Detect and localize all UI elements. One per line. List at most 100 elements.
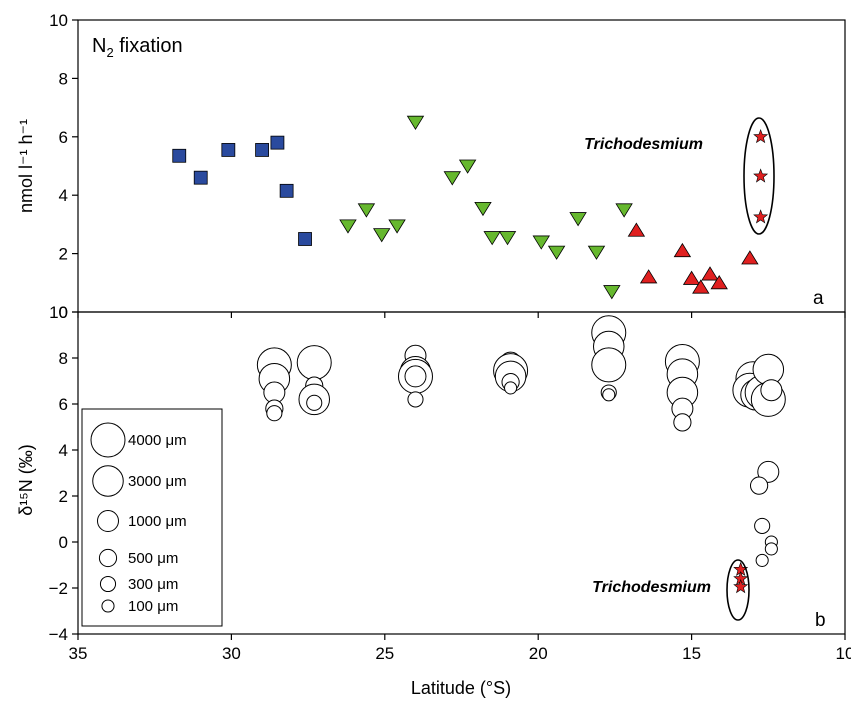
b-ytick-label: 6 [59,395,68,414]
triangle-down-marker [603,285,621,300]
size-bubble [760,379,783,402]
x-axis-label: Latitude (°S) [411,678,511,698]
b-xtick-label: 10 [836,644,851,663]
triangle-up-marker [627,222,646,237]
a-ytick-label: 0 [59,303,68,322]
square-marker [298,232,312,246]
square-marker [172,148,187,163]
square-marker [270,135,285,150]
triangle-down-marker [406,115,425,130]
legend-label: 1000 μm [128,513,187,530]
size-bubble [602,388,616,402]
triangle-up-marker [692,279,710,294]
legend-label: 500 μm [128,550,178,567]
size-bubble [764,542,778,556]
triangle-down-marker [388,219,406,234]
legend-bubble [90,422,126,458]
a-ytick-label: 4 [59,186,68,205]
size-bubble [749,476,769,495]
panel-a-ticks: 0 2 4 6 8 10 [49,11,846,322]
square-marker [221,143,236,157]
trichodesmium-ellipse-b [726,559,750,621]
b-xtick-label: 25 [375,644,394,663]
triangle-down-marker [373,228,391,243]
b-ytick-label: −4 [49,625,68,644]
triangle-up-marker [639,269,658,284]
legend-label: 100 μm [128,598,178,615]
legend-bubble [101,599,115,613]
panel-a-title-rest: fixation [114,35,183,57]
panel-a-title-sub: 2 [106,45,113,60]
b-ytick-label: 0 [59,533,68,552]
star-marker [753,128,769,144]
legend-bubble [92,465,124,497]
size-bubble [591,347,627,383]
triangle-up-marker [701,266,719,281]
b-xtick-label: 35 [69,644,88,663]
b-xtick-label: 20 [529,644,548,663]
legend-label: 300 μm [128,576,178,593]
square-marker [193,170,208,185]
a-ytick-label: 10 [49,11,68,30]
legend-bubble [99,575,117,593]
panel-b-letter: b [815,610,826,631]
size-bubble [757,460,780,483]
a-ytick-label: 2 [59,245,68,264]
triangle-up-marker [673,242,692,258]
triangle-down-marker [458,159,477,174]
size-legend: 4000 μm 3000 μm 1000 μm 500 μm 300 μm 100 μm [81,408,223,627]
b-xtick-label: 30 [222,644,241,663]
b-ytick-label: 2 [59,487,68,506]
size-bubble [673,413,692,432]
b-ytick-label: −2 [49,579,68,598]
triangle-down-marker [339,219,357,234]
triangle-down-marker [357,203,376,218]
triangle-down-marker [547,245,566,260]
panel-a-title: N2 fixation [92,35,183,60]
triangle-up-marker [710,275,728,290]
legend-label: 3000 μm [128,473,187,490]
star-marker [753,209,769,224]
triangle-up-marker [741,250,759,265]
triangle-down-marker [532,235,550,250]
panel-a-ylabel: nmol l⁻¹ h⁻¹ [16,119,36,213]
size-bubble [296,345,332,381]
a-ytick-label: 8 [59,69,68,88]
a-ytick-label: 6 [59,128,68,147]
square-marker [255,143,269,157]
panel-a-frame [77,19,846,313]
size-bubble [266,405,283,422]
triangle-down-marker [483,231,501,246]
b-xtick-label: 15 [682,644,701,663]
b-ytick-label: 10 [49,303,68,322]
panel-a-annotation: Trichodesmium [584,136,703,153]
legend-bubble [97,510,119,532]
legend-label: 4000 μm [128,432,187,449]
triangle-down-marker [443,171,462,186]
size-bubble [407,391,424,408]
panel-b-frame [77,311,846,635]
panel-a-title-main: N [92,35,106,57]
trichodesmium-ellipse-a [743,117,775,235]
triangle-down-marker [615,203,633,218]
panel-b-ylabel: δ¹⁵N (‰) [16,444,36,515]
legend-bubble [98,548,118,568]
triangle-down-marker [587,245,606,260]
star-marker [753,168,769,183]
panel-b-points [256,315,786,594]
star-marker [733,578,749,594]
panel-a-points [172,115,769,300]
b-ytick-label: 4 [59,441,68,460]
size-bubble [306,394,323,411]
triangle-down-marker [474,201,492,217]
panel-a-letter: a [813,288,824,309]
triangle-up-marker [682,270,701,285]
triangle-down-marker [569,212,587,227]
panel-b-ticks: −4 −2 0 2 4 6 8 10 35 30 25 20 15 10 [49,303,851,663]
square-marker [279,183,294,198]
size-bubble [754,517,771,534]
b-ytick-label: 8 [59,349,68,368]
